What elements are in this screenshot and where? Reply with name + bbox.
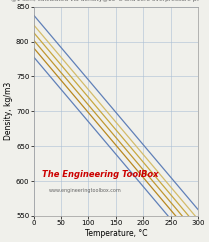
Text: @1 atm, calculated via density@15°C and zero overpressure p₀: @1 atm, calculated via density@15°C and … [11, 0, 198, 2]
Text: www.engineeringtoolbox.com: www.engineeringtoolbox.com [48, 188, 121, 193]
Y-axis label: Density, kg/m3: Density, kg/m3 [4, 82, 13, 140]
Text: The Engineering ToolBox: The Engineering ToolBox [42, 170, 158, 179]
X-axis label: Temperature, °C: Temperature, °C [85, 229, 147, 238]
